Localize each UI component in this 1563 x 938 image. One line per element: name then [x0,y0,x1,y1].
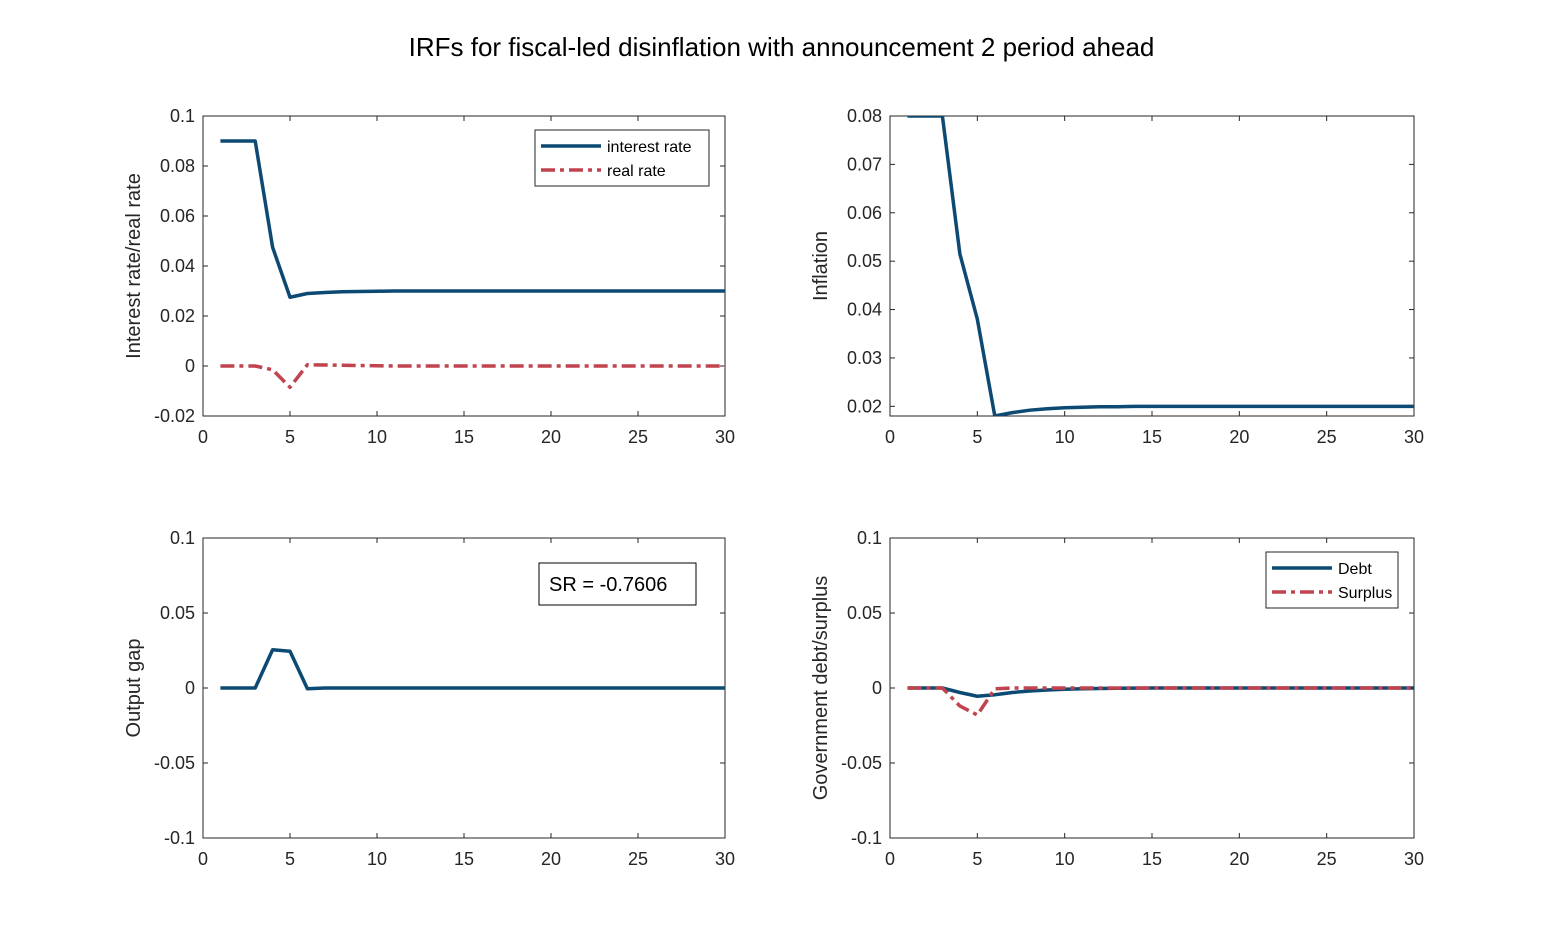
x-tick-label: 5 [972,427,982,447]
y-tick-label: -0.05 [154,753,195,773]
x-tick-label: 25 [628,849,648,869]
x-tick-label: 15 [1142,427,1162,447]
x-tick-label: 10 [1055,427,1075,447]
x-tick-label: 20 [541,849,561,869]
y-tick-label: 0.06 [160,206,195,226]
subplot-3: 0 5 10 15 20 25 30 -0.1 -0.05 0 0.05 0.1 Output gap S… [123,528,735,869]
x-tick-label: 0 [198,427,208,447]
y-tick-label: 0.08 [160,156,195,176]
series-interest-rate [220,139,725,299]
y-tick-label: -0.02 [154,406,195,426]
legend: interest rate real rate [534,129,710,187]
y-tick-label: 0 [872,678,882,698]
y-tick-label: 0 [185,356,195,376]
x-tick-label: 5 [285,427,295,447]
y-tick-label: 0.1 [170,528,195,548]
y-tick-label: 0.07 [847,154,882,174]
y-tick-label: 0.1 [170,106,195,126]
x-tick-label: 30 [715,427,735,447]
series-surplus [907,686,1414,717]
x-tick-label: 0 [198,849,208,869]
legend: Debt Surplus [1265,551,1399,609]
y-tick-label: 0 [185,678,195,698]
axes-box [889,115,1415,417]
series-1 [907,116,1414,416]
x-tick-label: 25 [1317,849,1337,869]
subplot-1: 0 5 10 15 20 25 30-0.0200.020.040.060.080.1Int… [123,106,735,447]
legend-box [1265,551,1399,609]
subplot-4: 0 5 10 15 20 25 30 -0.1 -0.05 0 0.05 0.1 Government … [810,528,1424,869]
x-tick-label: 10 [367,427,387,447]
legend-label: interest rate [607,139,692,156]
y-tick-label: -0.1 [851,828,882,848]
x-tick-label: 15 [454,849,474,869]
x-tick-label: 20 [1229,849,1249,869]
legend-label: real rate [607,163,666,180]
x-tick-label: 10 [1055,849,1075,869]
legend-label: Surplus [1338,585,1392,602]
x-tick-label: 15 [454,427,474,447]
y-tick-label: 0.1 [857,528,882,548]
y-axis-label: Interest rate/real rate [123,173,145,359]
series-real-rate [220,363,725,389]
figure-title: IRFs for fiscal-led disinflation with an… [408,32,1155,62]
subplot-2: 0 5 10 15 20 25 30 0.02 0.03 0.04 0.05 0.06 0.07 0.08… [810,106,1424,447]
x-tick-label: 10 [367,849,387,869]
y-tick-label: 0.05 [160,603,195,623]
x-tick-label: 5 [285,849,295,869]
y-axis-label: Output gap [123,639,145,738]
y-tick-label: 0.06 [847,203,882,223]
y-tick-label: 0.02 [160,306,195,326]
series-1 [220,648,725,691]
y-axis-label: Government debt/surplus [810,576,832,801]
x-tick-label: 5 [972,849,982,869]
legend-label: Debt [1338,561,1372,578]
legend-box [534,129,710,187]
x-tick-label: 0 [885,427,895,447]
x-tick-label: 20 [1229,427,1249,447]
y-tick-label: 0.05 [847,251,882,271]
y-tick-label: 0.04 [160,256,195,276]
y-tick-label: 0.02 [847,396,882,416]
x-tick-label: 25 [628,427,648,447]
y-tick-label: -0.1 [164,828,195,848]
y-tick-label: 0.05 [847,603,882,623]
x-tick-label: 15 [1142,849,1162,869]
y-tick-label: 0.04 [847,300,882,320]
annotation-text: SR = -0.7606 [549,574,667,596]
annotation: SR = -0.7606 [538,562,697,606]
x-tick-label: 30 [715,849,735,869]
x-tick-label: 30 [1404,849,1424,869]
y-axis-label: Inflation [810,231,832,301]
x-tick-label: 20 [541,427,561,447]
annotation-box [538,562,697,606]
y-tick-label: -0.05 [841,753,882,773]
x-tick-label: 25 [1317,427,1337,447]
x-tick-label: 0 [885,849,895,869]
x-tick-label: 30 [1404,427,1424,447]
y-tick-label: 0.03 [847,348,882,368]
y-tick-label: 0.08 [847,106,882,126]
